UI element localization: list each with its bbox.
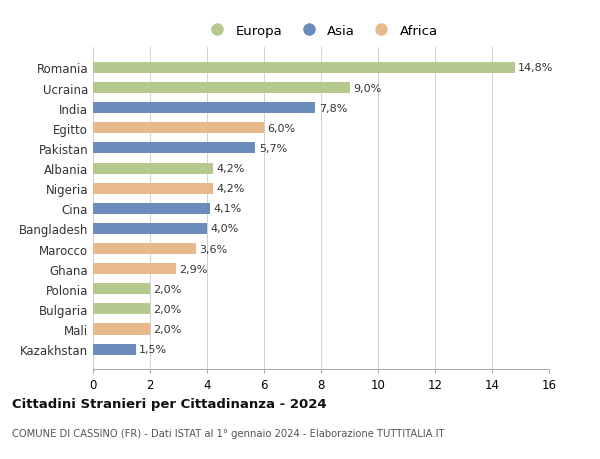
Bar xyxy=(93,183,212,194)
Text: Cittadini Stranieri per Cittadinanza - 2024: Cittadini Stranieri per Cittadinanza - 2… xyxy=(12,397,326,410)
Text: 5,7%: 5,7% xyxy=(259,144,287,154)
Bar xyxy=(93,304,150,315)
Bar xyxy=(93,344,136,355)
Bar xyxy=(93,224,207,235)
Text: 9,0%: 9,0% xyxy=(353,84,381,93)
Text: 2,0%: 2,0% xyxy=(154,325,182,334)
Text: 6,0%: 6,0% xyxy=(268,123,296,134)
Bar xyxy=(93,324,150,335)
Text: 3,6%: 3,6% xyxy=(199,244,227,254)
Bar xyxy=(93,163,212,174)
Bar xyxy=(93,123,264,134)
Text: 4,0%: 4,0% xyxy=(211,224,239,234)
Bar xyxy=(93,103,316,114)
Text: 7,8%: 7,8% xyxy=(319,103,347,113)
Bar xyxy=(93,243,196,255)
Bar xyxy=(93,143,256,154)
Legend: Europa, Asia, Africa: Europa, Asia, Africa xyxy=(199,19,443,43)
Text: 2,0%: 2,0% xyxy=(154,304,182,314)
Text: 14,8%: 14,8% xyxy=(518,63,554,73)
Text: 1,5%: 1,5% xyxy=(139,344,167,354)
Text: 4,2%: 4,2% xyxy=(216,164,244,174)
Text: 4,1%: 4,1% xyxy=(213,204,242,214)
Bar xyxy=(93,284,150,295)
Bar xyxy=(93,263,176,274)
Bar xyxy=(93,203,210,214)
Text: 2,9%: 2,9% xyxy=(179,264,208,274)
Text: COMUNE DI CASSINO (FR) - Dati ISTAT al 1° gennaio 2024 - Elaborazione TUTTITALIA: COMUNE DI CASSINO (FR) - Dati ISTAT al 1… xyxy=(12,428,445,438)
Bar xyxy=(93,63,515,74)
Text: 4,2%: 4,2% xyxy=(216,184,244,194)
Bar xyxy=(93,83,349,94)
Text: 2,0%: 2,0% xyxy=(154,284,182,294)
